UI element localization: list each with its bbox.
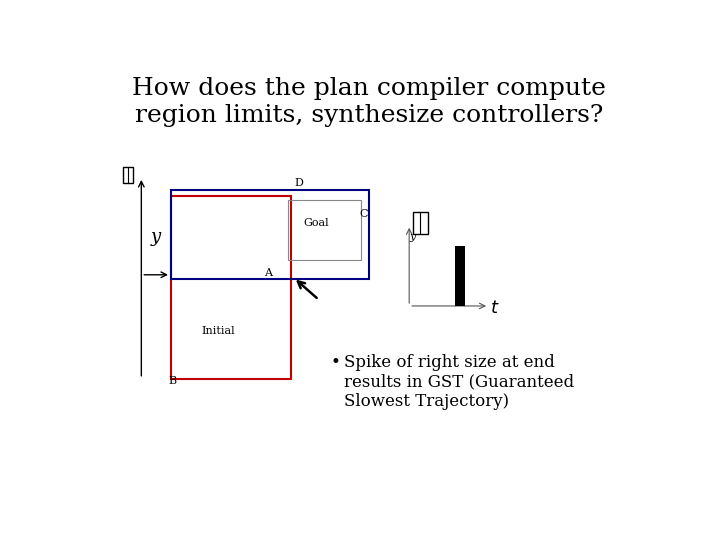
Text: Initial: Initial	[202, 326, 235, 336]
Bar	[171, 196, 291, 379]
Bar	[171, 190, 369, 279]
Text: How does the plan compiler compute
region limits, synthesize controllers?: How does the plan compiler compute regio…	[132, 77, 606, 127]
Bar	[288, 200, 361, 260]
Text: Goal: Goal	[303, 218, 329, 228]
Bar	[413, 212, 428, 234]
Text: y: y	[410, 232, 415, 242]
Text: •: •	[330, 354, 341, 371]
Bar	[123, 167, 133, 183]
Text: $t$: $t$	[490, 299, 500, 317]
Text: B: B	[168, 376, 176, 386]
Text: C: C	[359, 210, 368, 219]
Text: D: D	[294, 178, 304, 188]
Text: y: y	[150, 228, 161, 246]
Text: Spike of right size at end
results in GST (Guaranteed
Slowest Trajectory): Spike of right size at end results in GS…	[344, 354, 574, 410]
Bar	[456, 246, 465, 306]
Text: A: A	[264, 268, 273, 278]
